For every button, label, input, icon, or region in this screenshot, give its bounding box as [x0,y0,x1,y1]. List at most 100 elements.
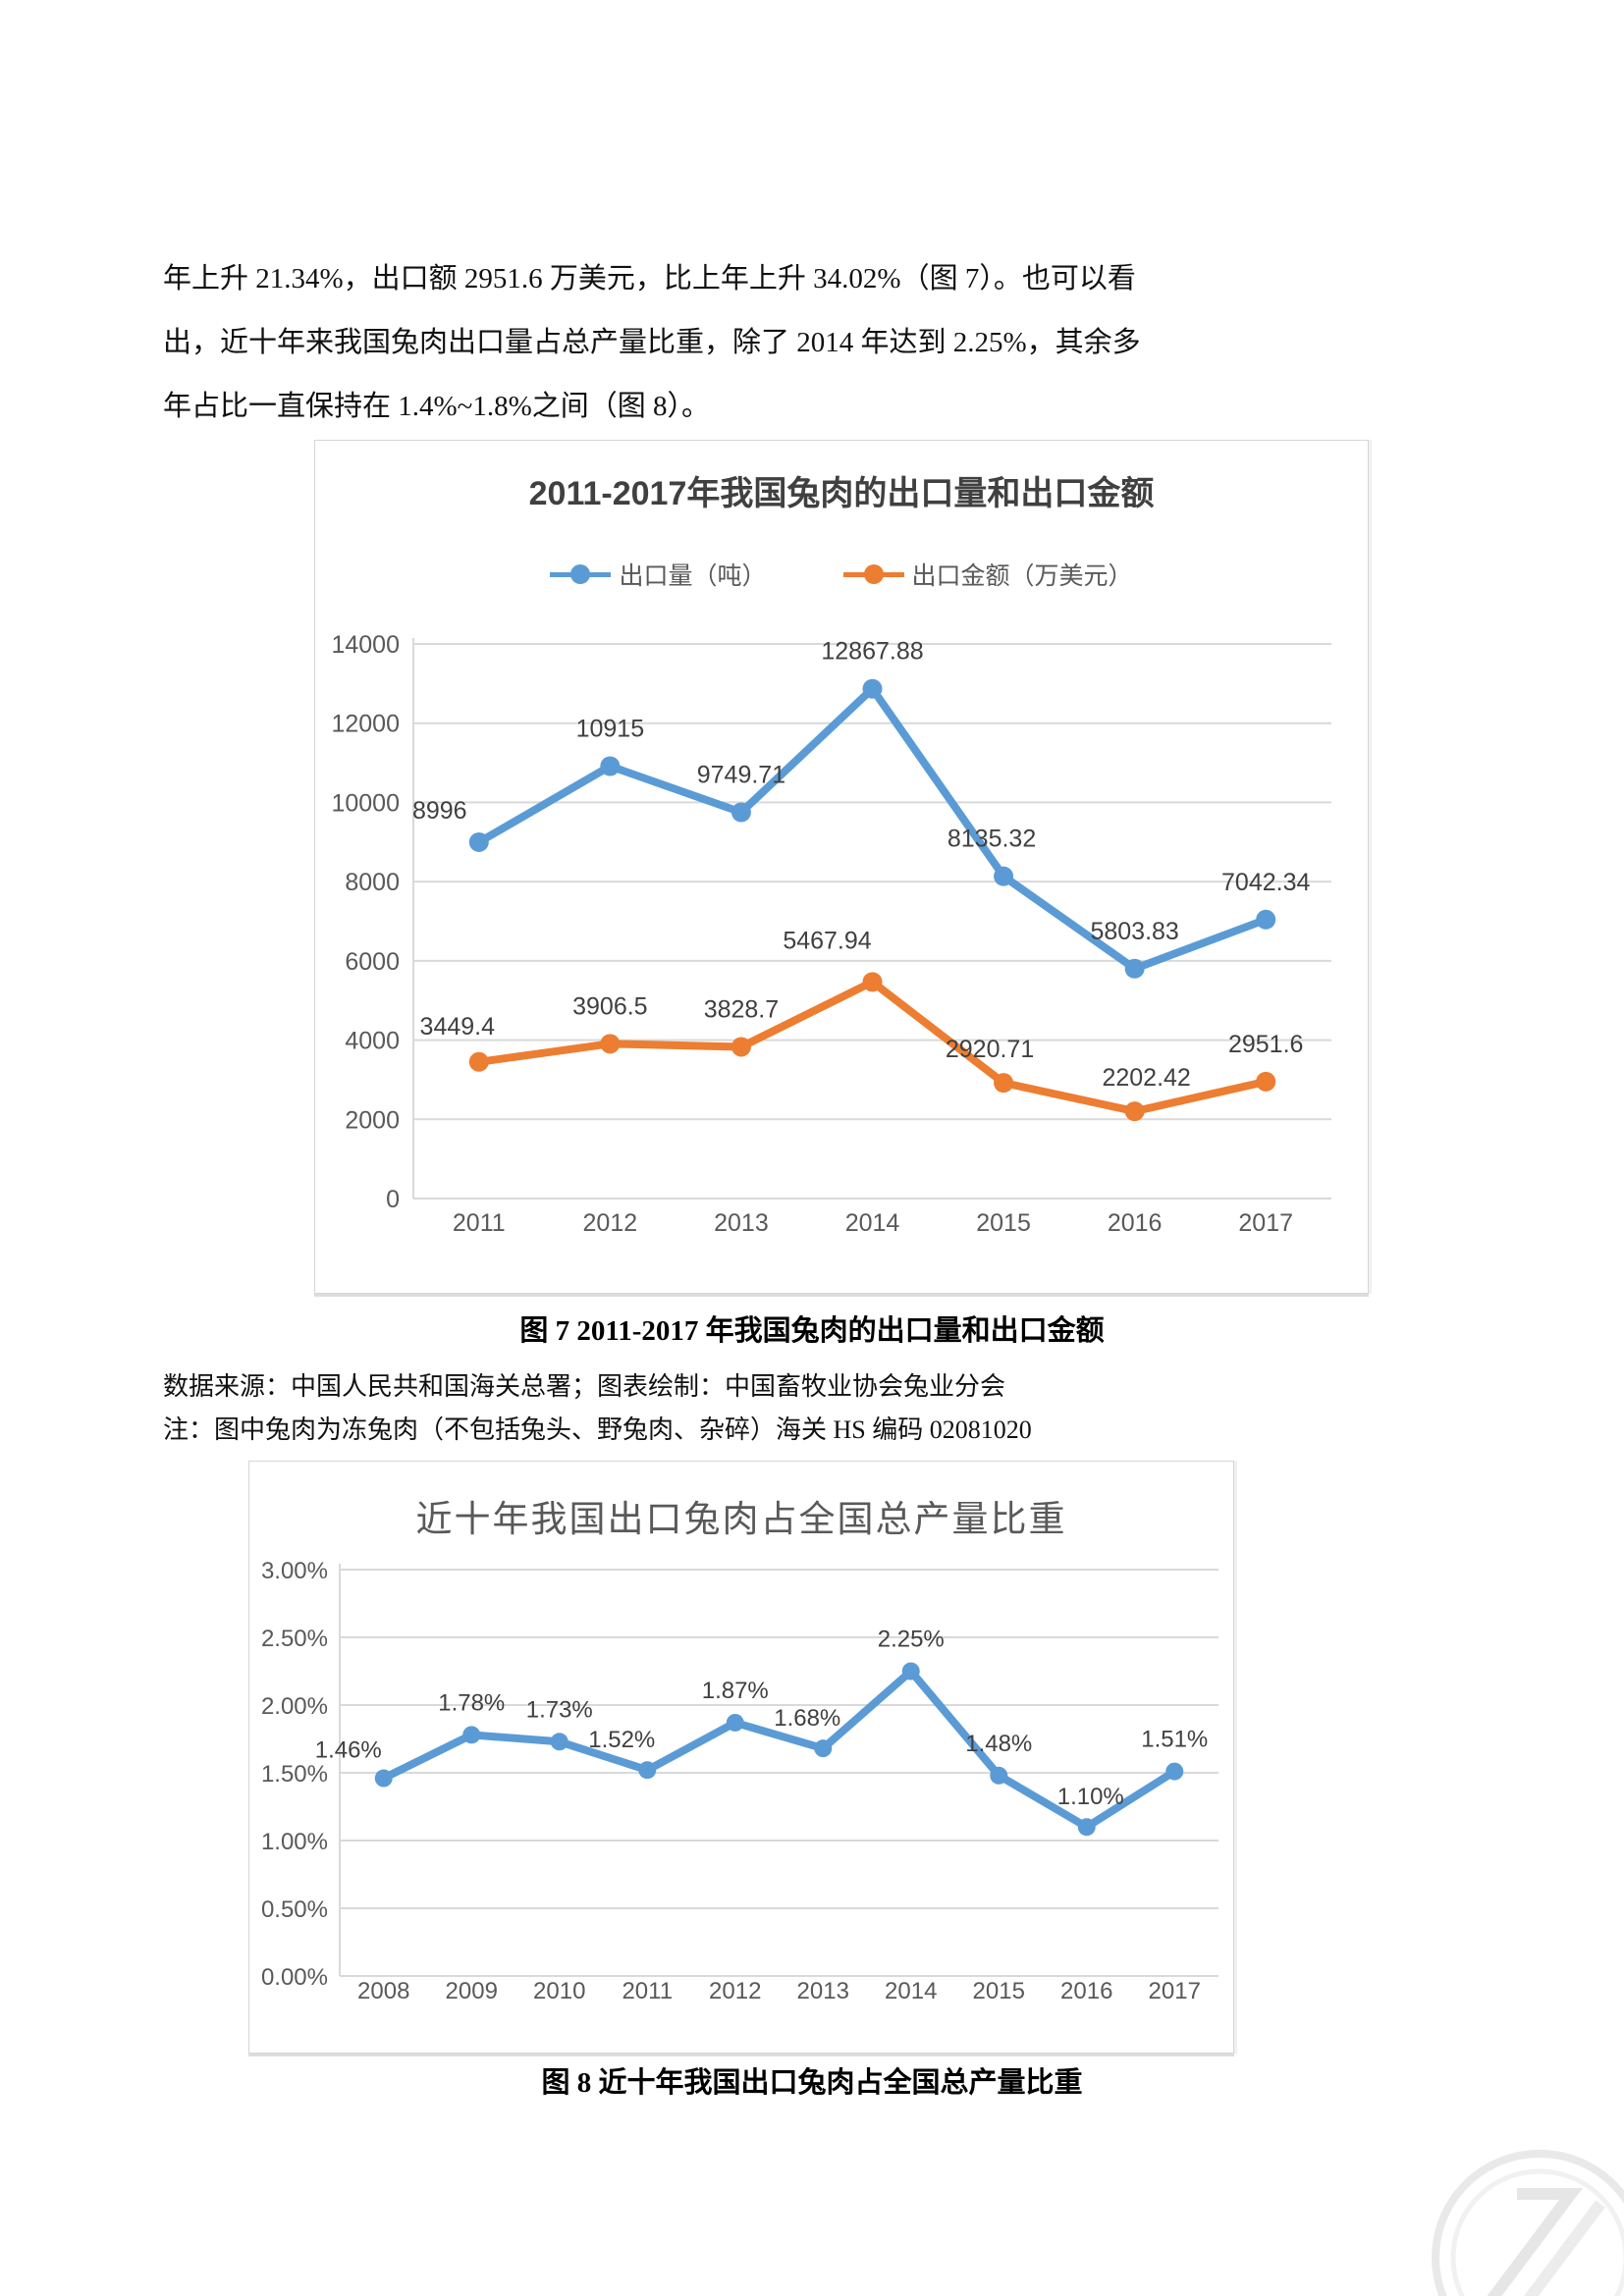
paragraph-line: 年占比一直保持在 1.4%~1.8%之间（图 8）。 [163,391,711,422]
line-marker-icon [842,563,904,585]
hs-code-note: 注：图中兔肉为冻兔肉（不包括兔头、野兔肉、杂碎）海关 HS 编码 0208102… [163,1415,1032,1444]
figure7-caption: 图 7 2011-2017 年我国兔肉的出口量和出口金额 [519,1315,1105,1347]
data-point [468,1051,489,1072]
legend-label: 出口金额（万美元） [911,562,1133,590]
chart2-plot-area: 0.00% 0.50% 1.00% 1.50% 2.00% 2.50% 3.00% 2008 2… [261,1560,1218,2004]
paragraph-line: 年上升 21.34%，出口额 2951.6 万美元，比上年上升 34.02%（图… [163,263,1136,294]
x-axis-tick-label: 2012 [583,1209,638,1237]
data-point [1256,909,1276,930]
data-point [462,1726,481,1744]
data-point-label: 1.78% [438,1689,505,1716]
data-point [374,1769,393,1788]
data-point [1077,1818,1096,1837]
x-axis-tick-label: 2011 [622,1978,673,2004]
data-point-label: 2920.71 [946,1036,1034,1063]
y-axis-tick-label: 6000 [345,948,400,976]
data-point-label: 1.52% [588,1727,655,1753]
y-axis-tick-label: 12000 [331,711,400,738]
y-axis-tick-label: 3.00% [261,1560,328,1584]
data-point [994,866,1014,886]
data-source-note: 数据来源：中国人民共和国海关总署；图表绘制：中国畜牧业协会兔业分会 [163,1372,1006,1401]
data-point [550,1733,568,1751]
data-point-label: 3828.7 [704,995,779,1023]
x-axis-tick-label: 2017 [1149,1978,1201,2004]
data-point [1256,1071,1276,1092]
x-axis-tick-label: 2016 [1060,1978,1112,2004]
data-point-label: 1.68% [774,1705,840,1732]
data-point [1124,958,1145,979]
legend-item-export-value: 出口金额（万美元） [842,557,1133,592]
figure8-caption: 图 8 近十年我国出口兔肉占全国总产量比重 [541,2067,1083,2099]
x-axis-tick-label: 2015 [976,1209,1031,1237]
data-point-label: 1.51% [1141,1727,1208,1753]
data-point-label: 1.46% [315,1737,382,1764]
x-axis-tick-label: 2011 [453,1209,506,1237]
x-axis-tick-label: 2016 [1108,1209,1163,1237]
data-point [726,1713,744,1732]
data-point [638,1761,657,1780]
line-marker-icon [550,563,612,585]
y-axis-tick-label: 0.00% [261,1964,328,1991]
chart1-title: 2011-2017年我国兔肉的出口量和出口金额 [528,475,1155,512]
data-point [1124,1101,1145,1122]
y-axis-tick-label: 4000 [345,1028,400,1055]
y-axis-tick-label: 10000 [331,789,400,817]
chart1-plot-area: 0 2000 4000 6000 8000 10000 12000 14000 2011 2012… [331,631,1331,1237]
y-axis-tick-label: 1.00% [261,1829,328,1855]
data-point [731,802,751,823]
data-point [901,1662,920,1681]
data-point [990,1766,1008,1785]
data-point [468,831,489,852]
legend-label: 出口量（吨） [619,562,767,590]
watermark-logo-icon [1432,2150,1624,2296]
x-axis-tick-label: 2017 [1238,1209,1293,1237]
chart1-legend: 出口量（吨） 出口金额（万美元） [315,557,1368,592]
y-axis-tick-label: 2.00% [261,1693,328,1720]
data-point-label: 1.48% [965,1731,1032,1757]
data-point [600,756,621,776]
x-axis-tick-label: 2012 [709,1978,761,2004]
x-axis-tick-label: 2015 [973,1978,1025,2004]
export-volume-value-chart: 2011-2017年我国兔肉的出口量和出口金额 出口量（吨） 出口金额（万美元）… [314,440,1369,1294]
data-point-label: 5467.94 [783,927,871,954]
data-point-label: 2.25% [878,1627,945,1653]
x-axis-tick-label: 2013 [797,1978,849,2004]
legend-item-export-volume: 出口量（吨） [550,557,767,592]
data-point [862,972,883,992]
data-point-label: 2951.6 [1228,1031,1303,1058]
data-point-label: 8135.32 [947,826,1036,853]
series-line-0 [379,1667,1179,1832]
data-point-label: 8996 [412,797,467,825]
x-axis-tick-label: 2008 [357,1978,409,2004]
y-axis-tick-label: 0.50% [261,1896,328,1923]
data-point-label: 5803.83 [1090,918,1178,945]
data-point-label: 7042.34 [1221,869,1310,896]
data-point [862,678,883,699]
data-point [600,1034,621,1054]
x-axis-tick-label: 2009 [446,1978,498,2004]
chart2-title: 近十年我国出口兔肉占全国总产量比重 [415,1500,1067,1540]
y-axis-tick-label: 1.50% [261,1761,328,1788]
data-point-label: 2202.42 [1102,1064,1190,1092]
x-axis-tick-label: 2010 [533,1978,585,2004]
data-point [814,1739,833,1758]
y-axis-tick-label: 2.50% [261,1626,328,1652]
export-share-chart: 近十年我国出口兔肉占全国总产量比重 0.00% 0.50% 1.00% 1.50% 2.… [248,1461,1234,2054]
data-point [1165,1762,1184,1781]
data-point-label: 1.10% [1057,1784,1124,1810]
data-point [994,1073,1014,1094]
data-point-label: 1.87% [702,1678,769,1704]
y-axis-tick-label: 0 [386,1186,400,1213]
paragraph-line: 出，近十年来我国兔肉出口量占总产量比重，除了 2014 年达到 2.25%，其余… [163,327,1141,358]
x-axis-tick-label: 2014 [885,1978,937,2004]
x-axis-tick-label: 2013 [714,1209,769,1237]
data-point-label: 1.73% [526,1696,593,1723]
body-paragraph: 年上升 21.34%，出口额 2951.6 万美元，比上年上升 34.02%（图… [163,247,1331,439]
data-point-label: 9749.71 [697,762,785,789]
data-point-label: 12867.88 [821,638,923,666]
data-point-label: 10915 [576,716,645,743]
y-axis-tick-label: 14000 [331,631,400,659]
y-axis-tick-label: 2000 [345,1106,400,1134]
data-point-label: 3906.5 [572,992,647,1020]
